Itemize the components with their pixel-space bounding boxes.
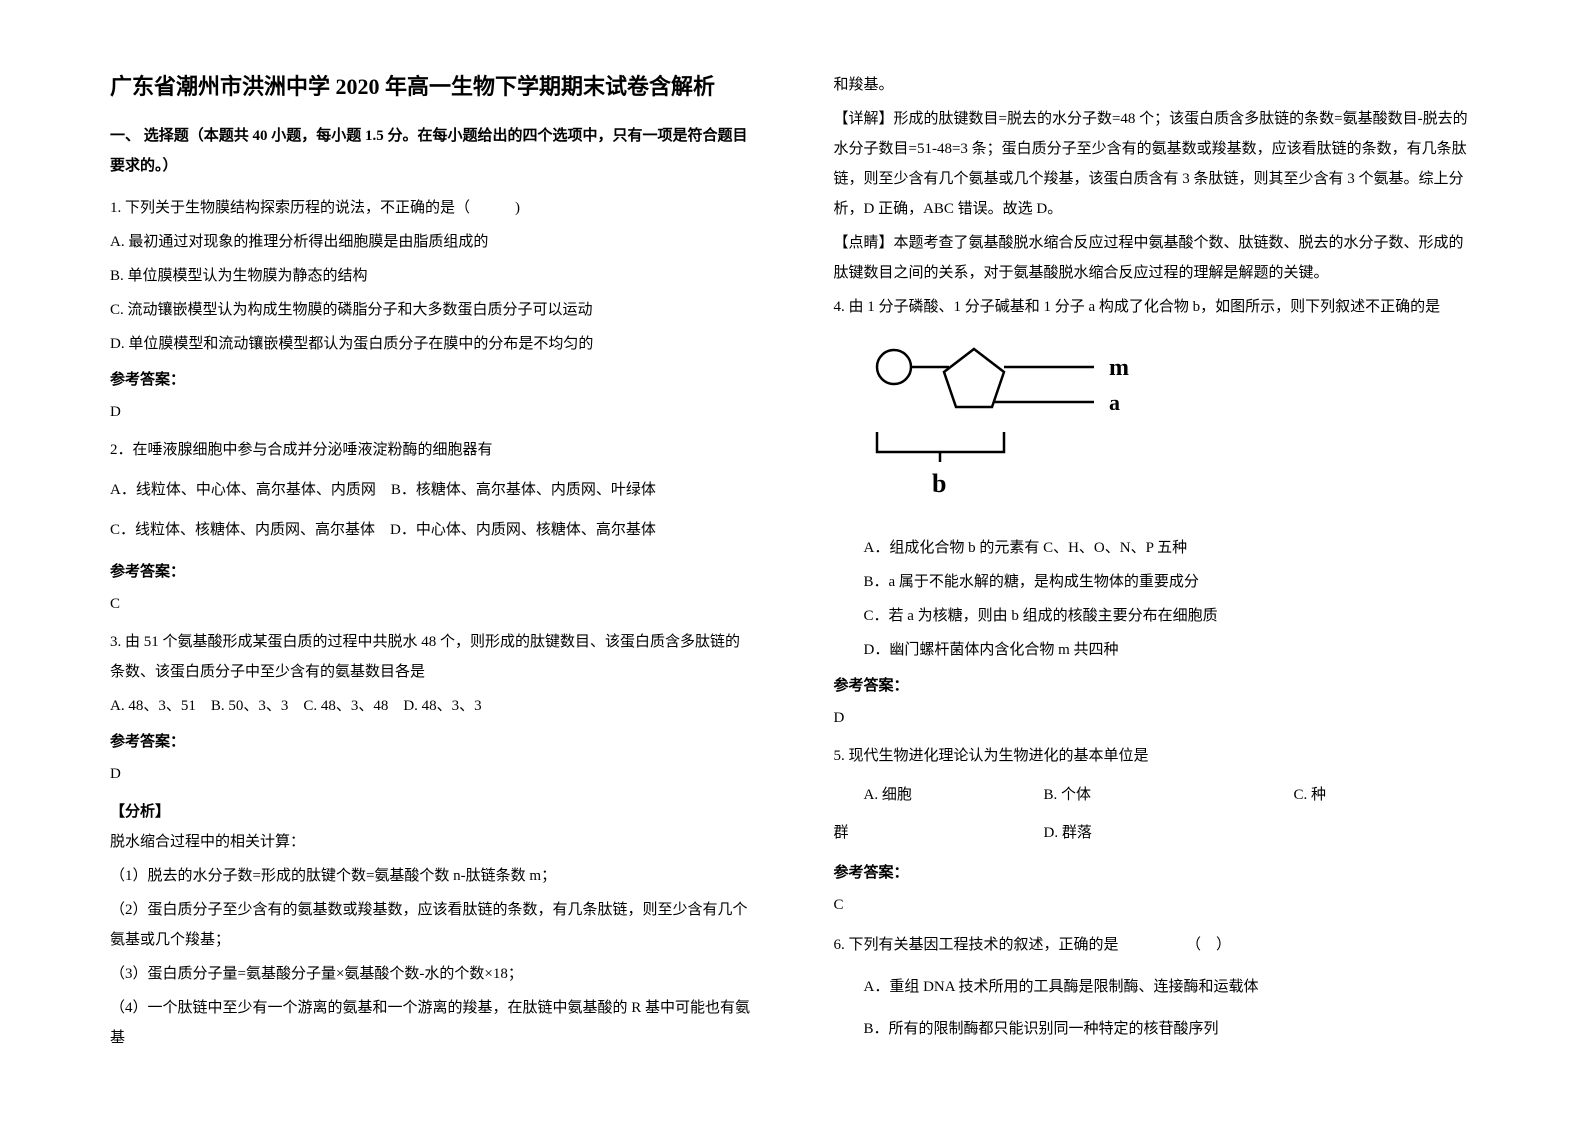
q3-answer-label: 参考答案： [110,727,754,757]
q5-answer-label: 参考答案： [834,858,1478,888]
page-title: 广东省潮州市洪洲中学 2020 年高一生物下学期期末试卷含解析 [110,70,754,103]
q1-option-b: B. 单位膜模型认为生物膜为静态的结构 [110,261,754,291]
q3-analysis-3: （2）蛋白质分子至少含有的氨基数或羧基数，应该看肽链的条数，有几条肽链，则至少含… [110,895,754,955]
q6-option-b: B．所有的限制酶都只能识别同一种特定的核苷酸序列 [834,1014,1478,1044]
q3-analysis-label: 【分析】 [110,797,754,827]
q5-stem: 5. 现代生物进化理论认为生物进化的基本单位是 [834,741,1478,771]
q5-answer: C [834,890,1478,920]
q3-continuation: 和羧基。 [834,70,1478,100]
q5-option-b: B. 个体 [1044,781,1294,810]
q4-option-c: C．若 a 为核糖，则由 b 组成的核酸主要分布在细胞质 [834,601,1478,631]
q2-answer-label: 参考答案： [110,557,754,587]
q4-answer-label: 参考答案： [834,671,1478,701]
q5-option-c-cont: 群 [834,819,1044,848]
q4-diagram: m a b [864,337,1478,518]
label-a: a [1109,390,1120,415]
q4-option-a: A．组成化合物 b 的元素有 C、H、O、N、P 五种 [834,533,1478,563]
q1-answer: D [110,397,754,427]
q6-stem: 6. 下列有关基因工程技术的叙述，正确的是 （ ） [834,930,1478,960]
q3-point: 【点睛】本题考查了氨基酸脱水缩合反应过程中氨基酸个数、肽链数、脱去的水分子数、形… [834,228,1478,288]
q3-options: A. 48、3、51 B. 50、3、3 C. 48、3、48 D. 48、3、… [110,691,754,721]
q5-options-row2: 群 D. 群落 [834,819,1478,848]
q1-answer-label: 参考答案： [110,365,754,395]
q2-stem: 2．在唾液腺细胞中参与合成并分泌唾液淀粉酶的细胞器有 [110,435,754,465]
q4-answer: D [834,703,1478,733]
q4-option-b: B．a 属于不能水解的糖，是构成生物体的重要成分 [834,567,1478,597]
q4-option-d: D．幽门螺杆菌体内含化合物 m 共四种 [834,635,1478,665]
brace-icon [877,432,1004,452]
q3-stem: 3. 由 51 个氨基酸形成某蛋白质的过程中共脱水 48 个，则形成的肽键数目、… [110,627,754,687]
q5-option-a: A. 细胞 [834,781,1044,810]
q3-analysis-5: （4）一个肽链中至少有一个游离的氨基和一个游离的羧基，在肽链中氨基酸的 R 基中… [110,993,754,1053]
q2-answer: C [110,589,754,619]
q1-stem: 1. 下列关于生物膜结构探索历程的说法，不正确的是（ ) [110,193,754,223]
label-m: m [1109,355,1129,381]
q3-analysis-4: （3）蛋白质分子量=氨基酸分子量×氨基酸个数-水的个数×18； [110,959,754,989]
circle-icon [877,350,911,384]
q6-option-a: A．重组 DNA 技术所用的工具酶是限制酶、连接酶和运载体 [834,972,1478,1002]
q1-option-c: C. 流动镶嵌模型认为构成生物膜的磷脂分子和大多数蛋白质分子可以运动 [110,295,754,325]
q5-options-row1: A. 细胞 B. 个体 C. 种 [834,781,1478,810]
q2-options-line1: A．线粒体、中心体、高尔基体、内质网 B．核糖体、高尔基体、内质网、叶绿体 [110,475,754,505]
q3-analysis-2: （1）脱去的水分子数=形成的肽键个数=氨基酸个数 n-肽链条数 m； [110,861,754,891]
q5-option-c: C. 种 [1294,781,1414,810]
pentagon-icon [944,349,1004,407]
q1-option-d: D. 单位膜模型和流动镶嵌模型都认为蛋白质分子在膜中的分布是不均匀的 [110,329,754,359]
q3-analysis-1: 脱水缩合过程中的相关计算： [110,827,754,857]
label-b: b [932,469,946,498]
q3-answer: D [110,759,754,789]
q5-option-d: D. 群落 [1044,819,1294,848]
q2-options-line2: C．线粒体、核糖体、内质网、高尔基体 D．中心体、内质网、核糖体、高尔基体 [110,515,754,545]
q1-option-a: A. 最初通过对现象的推理分析得出细胞膜是由脂质组成的 [110,227,754,257]
section-header: 一、 选择题（本题共 40 小题，每小题 1.5 分。在每小题给出的四个选项中，… [110,121,754,181]
q4-stem: 4. 由 1 分子磷酸、1 分子碱基和 1 分子 a 构成了化合物 b，如图所示… [834,292,1478,322]
q3-detail: 【详解】形成的肽键数目=脱去的水分子数=48 个；该蛋白质含多肽链的条数=氨基酸… [834,104,1478,224]
